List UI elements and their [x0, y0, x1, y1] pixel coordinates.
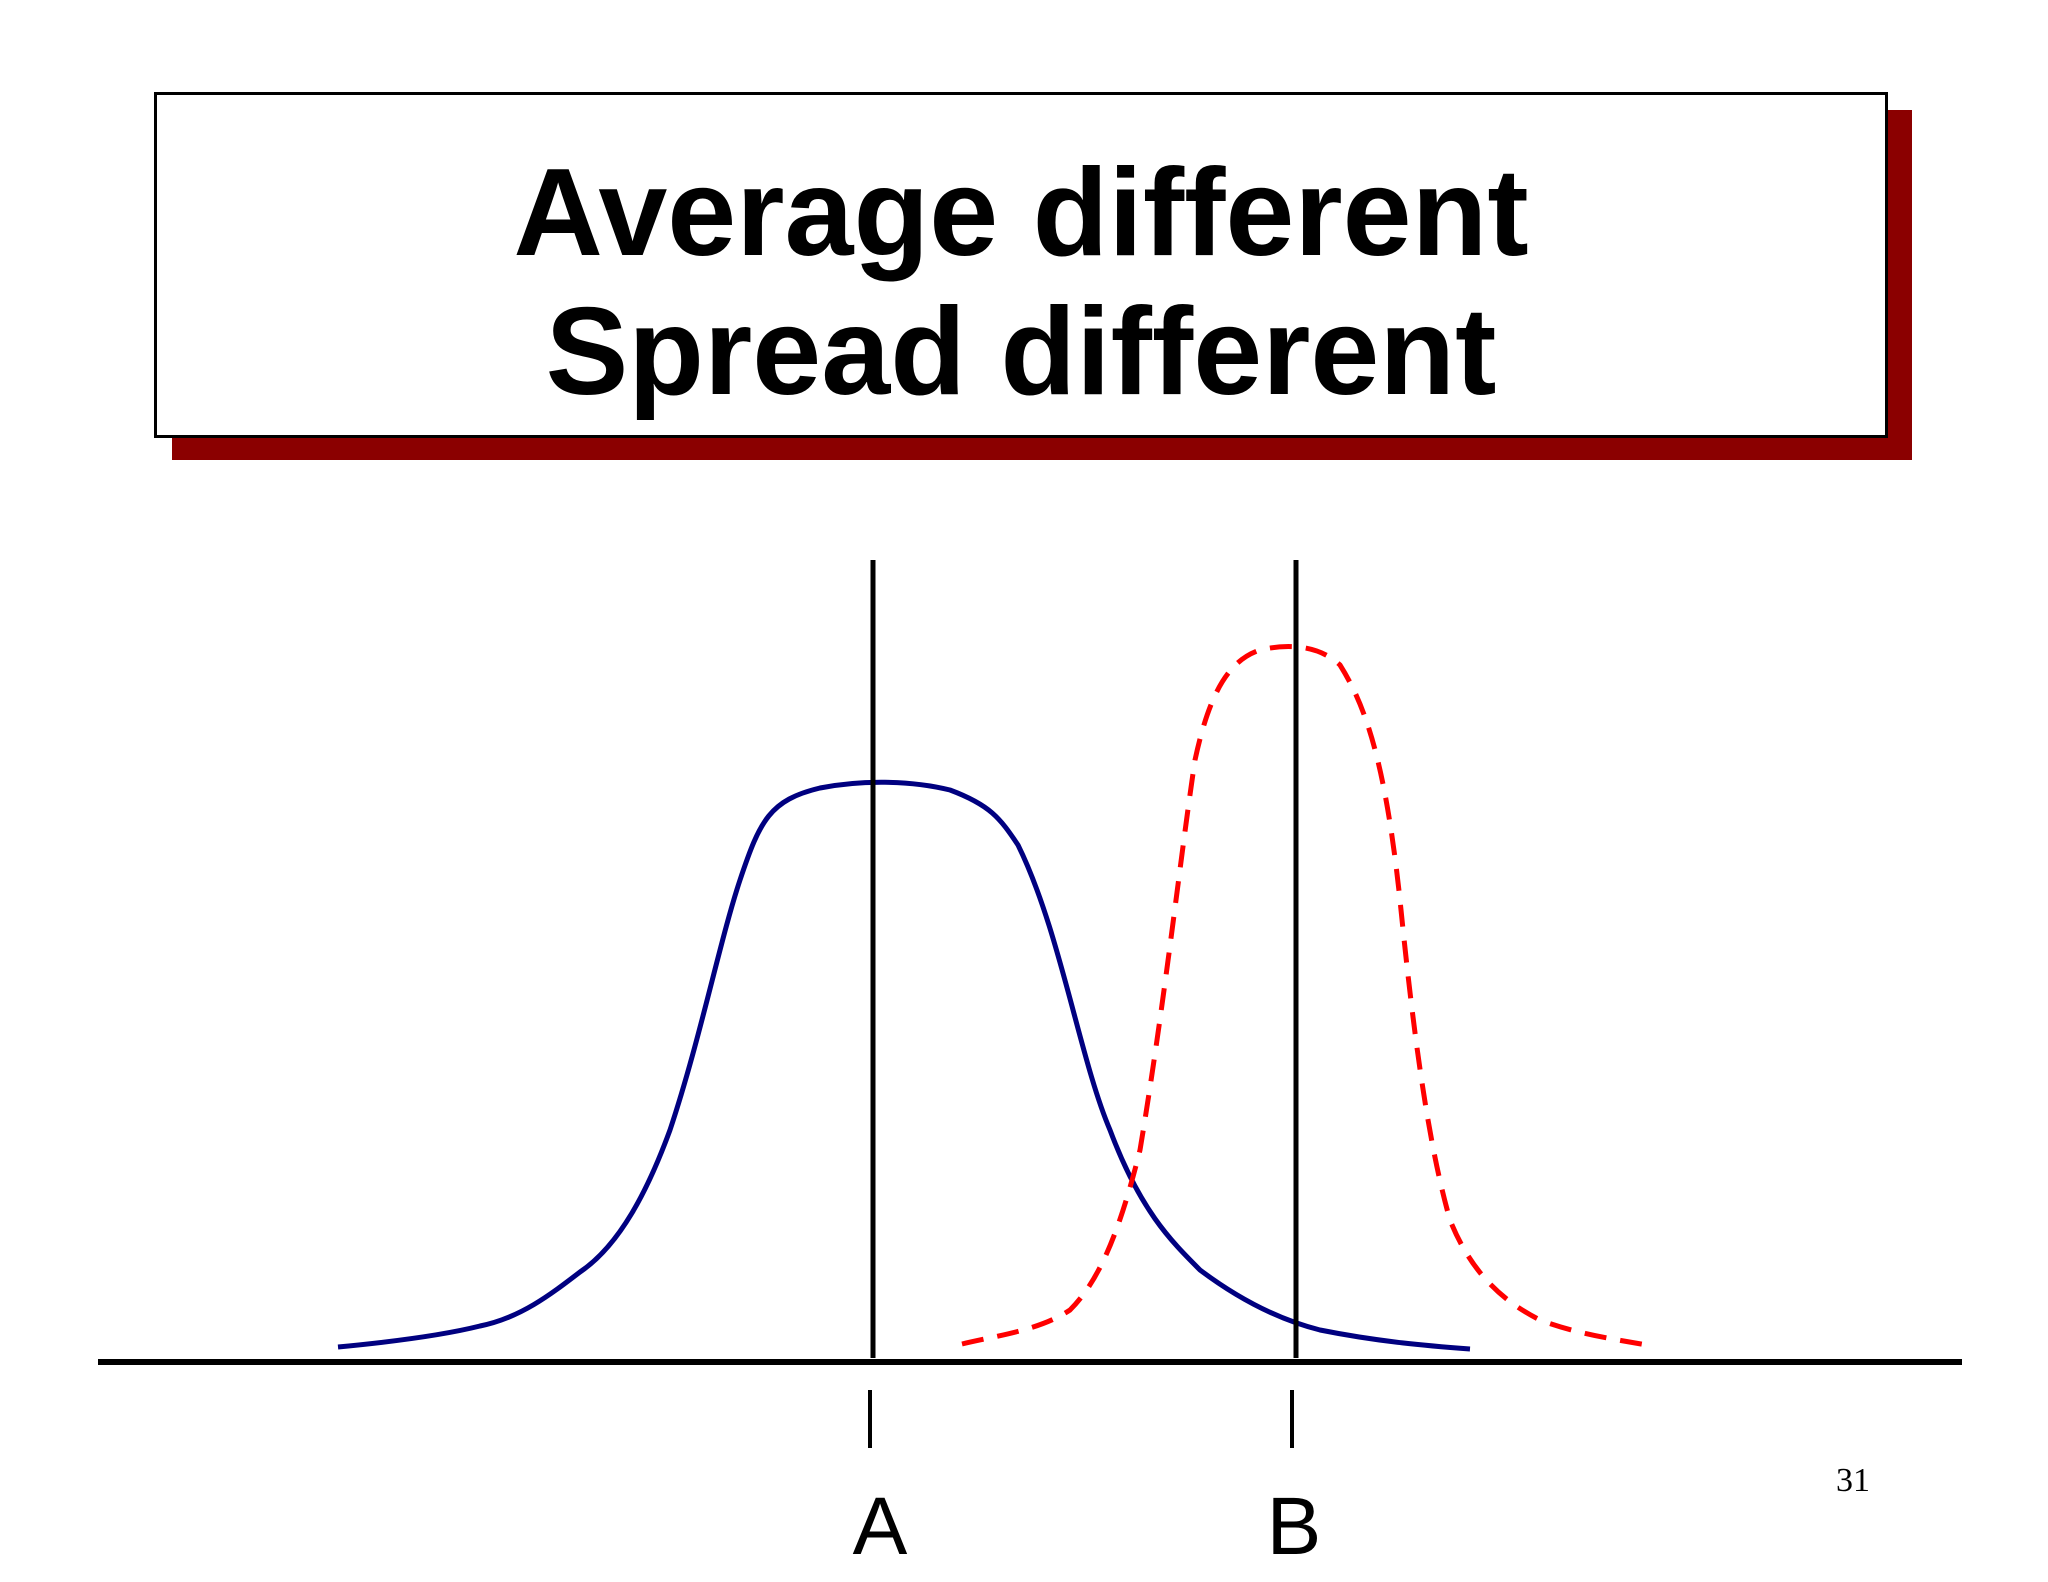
title-line-spread: Spread different: [545, 283, 1497, 421]
label-b: B: [1266, 1481, 1322, 1572]
curve-b-dashed: [961, 644, 1653, 1349]
page-number: 31: [1836, 1462, 1870, 1499]
curve-a-solid: [337, 779, 1471, 1352]
title-line-average: Average different: [513, 144, 1529, 282]
label-a: A: [852, 1481, 908, 1572]
title-box: Average different Spread different: [154, 92, 1888, 438]
